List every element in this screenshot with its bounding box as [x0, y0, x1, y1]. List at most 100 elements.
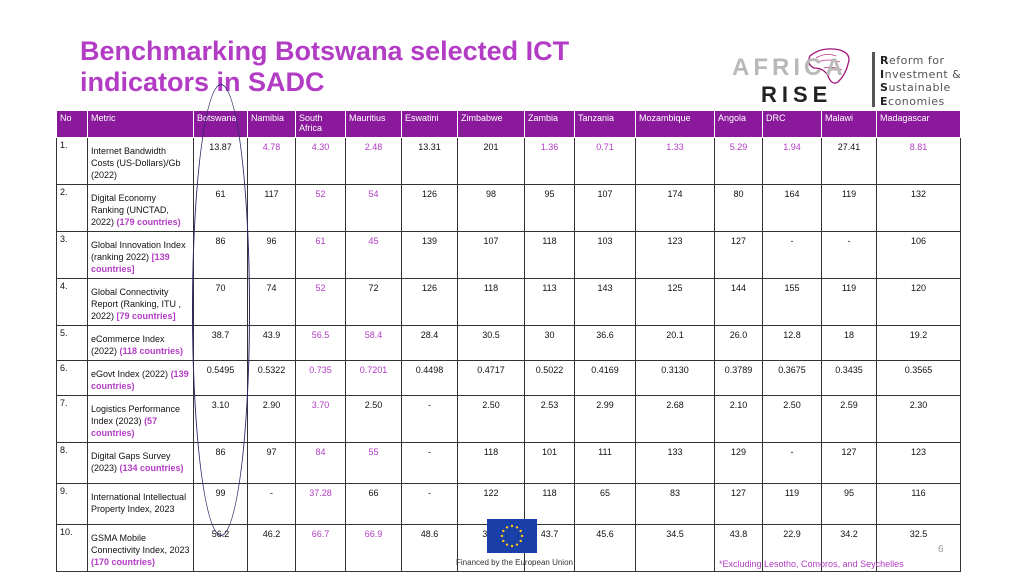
value-cell: 2.59 — [821, 395, 877, 443]
value-cell: 26.0 — [714, 325, 763, 361]
value-cell: 55 — [345, 442, 402, 484]
table-row: 5. eCommerce Index (2022) (118 countries)… — [56, 325, 961, 361]
value-cell: 1.36 — [524, 137, 575, 185]
value-cell: 18 — [821, 325, 877, 361]
column-header: Malawi — [821, 110, 877, 138]
eu-star-icon — [510, 524, 514, 528]
column-header: DRC — [762, 110, 822, 138]
value-cell: 126 — [401, 184, 458, 232]
metric-country-count: [79 countries] — [116, 311, 176, 321]
metric-cell: International Intellectual Property Inde… — [87, 483, 194, 525]
value-cell: 0.3130 — [635, 360, 715, 396]
value-cell: - — [401, 442, 458, 484]
value-cell: 0.71 — [574, 137, 636, 185]
logo-tagline-line: Economies — [880, 94, 945, 108]
value-cell: 119 — [821, 184, 877, 232]
africa-rise-logo: AFRICA RISE Reform for Investment & Sustai… — [732, 46, 982, 108]
metric-label: Logistics Performance Index (2023) — [91, 404, 181, 426]
value-cell: - — [401, 395, 458, 443]
value-cell: 0.7201 — [345, 360, 402, 396]
eu-star-icon — [510, 544, 514, 548]
value-cell: 127 — [714, 483, 763, 525]
value-cell: 56.2 — [193, 524, 248, 572]
metric-label: eCommerce Index (2022) — [91, 334, 165, 356]
metric-country-count: [139 countries] — [91, 252, 170, 274]
value-cell: 127 — [714, 231, 763, 279]
value-cell: 4.78 — [247, 137, 296, 185]
value-cell: 37.28 — [295, 483, 346, 525]
metric-country-count: (139 countries) — [91, 369, 189, 391]
value-cell: 70 — [193, 278, 248, 326]
value-cell: 155 — [762, 278, 822, 326]
eu-star-icon — [515, 526, 519, 529]
logo-tagline: Reform for Investment & Sustainable Economi… — [880, 54, 961, 108]
value-cell: 80 — [714, 184, 763, 232]
value-cell: 61 — [193, 184, 248, 232]
row-number: 3. — [56, 231, 88, 279]
metric-cell: Digital Gaps Survey (2023) (134 countrie… — [87, 442, 194, 484]
metric-cell: Digital Economy Ranking (UNCTAD, 2022) (… — [87, 184, 194, 232]
value-cell: 34.2 — [821, 524, 877, 572]
value-cell: 122 — [457, 483, 525, 525]
metric-country-count: (57 countries) — [91, 416, 158, 438]
column-header: South Africa — [295, 110, 346, 138]
value-cell: 0.5495 — [193, 360, 248, 396]
value-cell: 65 — [574, 483, 636, 525]
value-cell: 61 — [295, 231, 346, 279]
value-cell: 125 — [635, 278, 715, 326]
eu-star-icon — [500, 534, 504, 538]
value-cell: 0.5022 — [524, 360, 575, 396]
value-cell: 1.94 — [762, 137, 822, 185]
value-cell: 43.8 — [714, 524, 763, 572]
table-header-row: No Metric Botswana Namibia South Africa Mauri… — [56, 110, 961, 138]
eu-flag-icon — [487, 519, 537, 553]
value-cell: 32.5 — [876, 524, 961, 572]
value-cell: 84 — [295, 442, 346, 484]
value-cell: 83 — [635, 483, 715, 525]
value-cell: 107 — [574, 184, 636, 232]
metric-label: International Intellectual Property Inde… — [91, 492, 187, 514]
metric-country-count: (170 countries) — [91, 557, 156, 567]
value-cell: 0.3789 — [714, 360, 763, 396]
table-row: 7. Logistics Performance Index (2023) (57… — [56, 395, 961, 443]
value-cell: 13.31 — [401, 137, 458, 185]
value-cell: 56.5 — [295, 325, 346, 361]
value-cell: 48.6 — [401, 524, 458, 572]
metric-cell: Global Innovation Index (ranking 2022) [… — [87, 231, 194, 279]
column-header: Mauritius — [345, 110, 402, 138]
value-cell: 30.5 — [457, 325, 525, 361]
value-cell: 106 — [876, 231, 961, 279]
value-cell: 126 — [401, 278, 458, 326]
value-cell: 52 — [295, 278, 346, 326]
value-cell: 2.99 — [574, 395, 636, 443]
row-number: 4. — [56, 278, 88, 326]
value-cell: 103 — [574, 231, 636, 279]
value-cell: 74 — [247, 278, 296, 326]
logo-rise-text: RISE — [761, 82, 833, 107]
table-row: 1. Internet Bandwidth Costs (US-Dollars)/… — [56, 137, 961, 185]
value-cell: 127 — [821, 442, 877, 484]
value-cell: 0.3675 — [762, 360, 822, 396]
eu-star-icon — [502, 539, 505, 543]
column-header: Zambia — [524, 110, 575, 138]
row-number: 8. — [56, 442, 88, 484]
row-number: 1. — [56, 137, 88, 185]
value-cell: 0.4169 — [574, 360, 636, 396]
value-cell: 86 — [193, 442, 248, 484]
value-cell: 2.50 — [345, 395, 402, 443]
value-cell: - — [821, 231, 877, 279]
value-cell: 19.2 — [876, 325, 961, 361]
value-cell: 72 — [345, 278, 402, 326]
metric-label: Digital Economy Ranking (UNCTAD, 2022) — [91, 193, 169, 227]
indicator-table: No Metric Botswana Namibia South Africa Mauri… — [56, 110, 961, 572]
row-number: 7. — [56, 395, 88, 443]
metric-cell: Internet Bandwidth Costs (US-Dollars)/Gb… — [87, 137, 194, 185]
page-number: 6 — [938, 544, 944, 555]
table-row: 2. Digital Economy Ranking (UNCTAD, 2022)… — [56, 184, 961, 232]
metric-cell: Global Connectivity Report (Ranking, ITU… — [87, 278, 194, 326]
column-header: Tanzania — [574, 110, 636, 138]
value-cell: 3.70 — [295, 395, 346, 443]
eu-star-icon — [515, 543, 519, 546]
value-cell: 132 — [876, 184, 961, 232]
metric-country-count: (118 countries) — [119, 346, 184, 356]
